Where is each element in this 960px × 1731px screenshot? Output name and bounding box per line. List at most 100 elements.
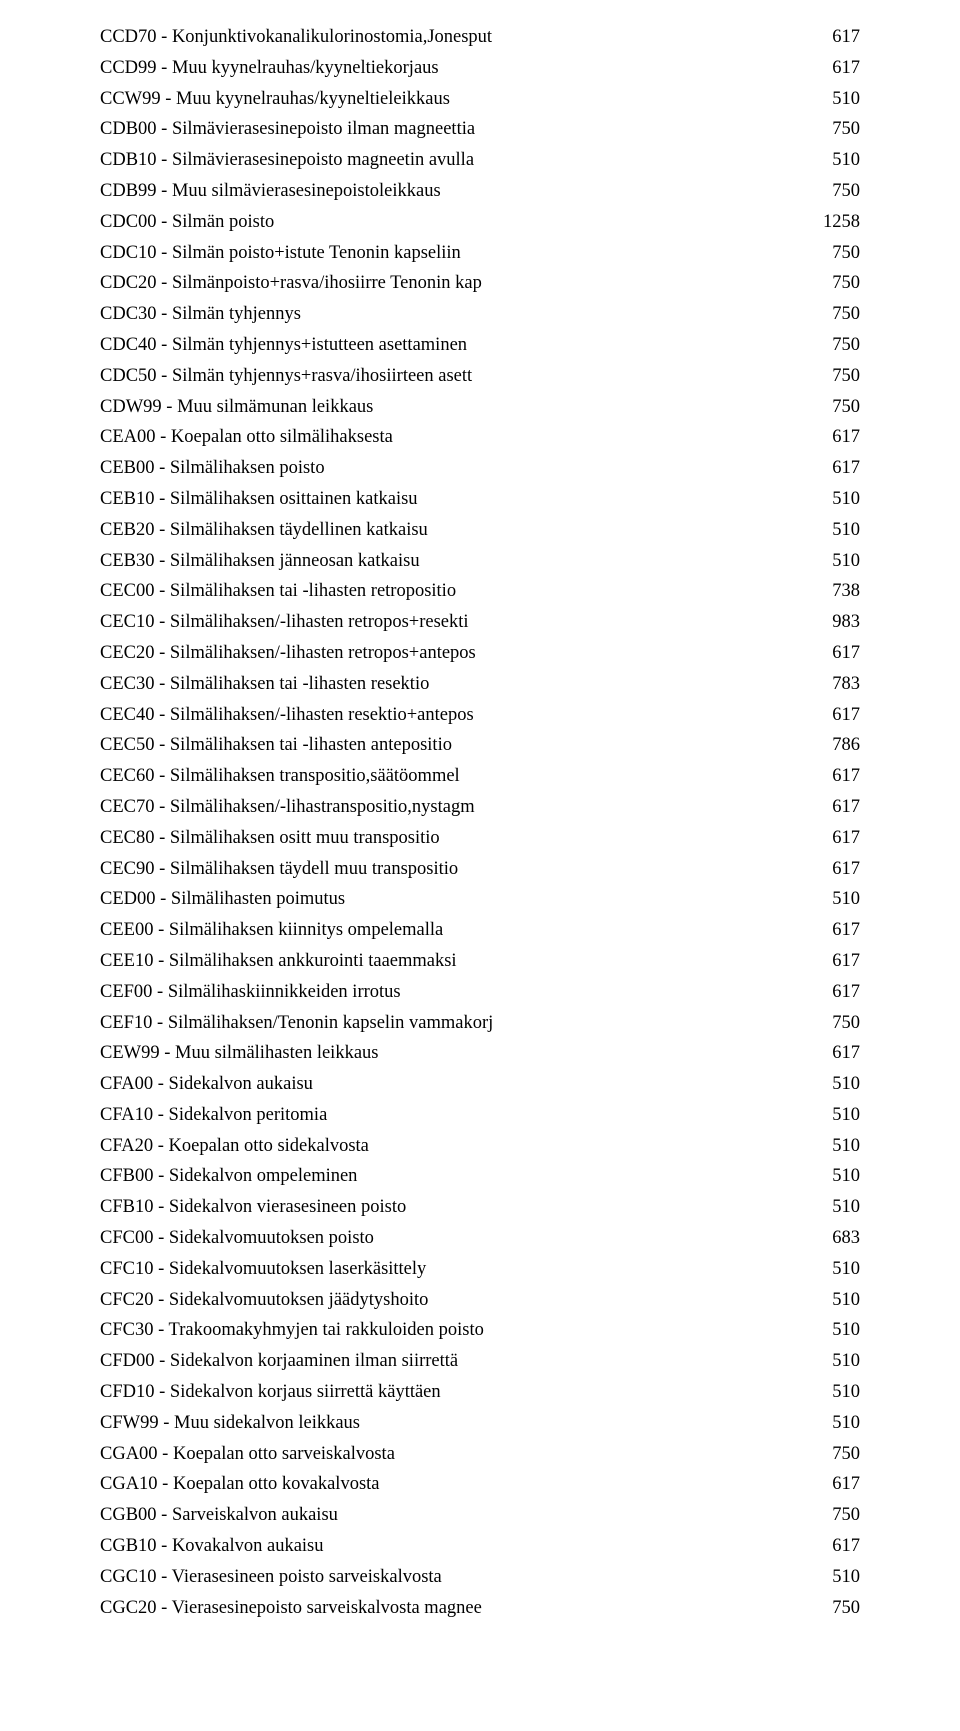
procedure-row: CGC20 - Vierasesinepoisto sarveiskalvost… (100, 1593, 860, 1624)
procedure-value: 617 (788, 453, 860, 484)
procedure-row: CDC00 - Silmän poisto1258 (100, 207, 860, 238)
procedure-label: CEC40 - Silmälihaksen/-lihasten resektio… (100, 700, 788, 731)
procedure-label: CED00 - Silmälihasten poimutus (100, 884, 788, 915)
procedure-label: CFC20 - Sidekalvomuutoksen jäädytyshoito (100, 1285, 788, 1316)
procedure-row: CEB10 - Silmälihaksen osittainen katkais… (100, 484, 860, 515)
procedure-row: CFW99 - Muu sidekalvon leikkaus510 (100, 1408, 860, 1439)
procedure-value: 617 (788, 823, 860, 854)
procedure-value: 510 (788, 1377, 860, 1408)
procedure-value: 617 (788, 915, 860, 946)
procedure-value: 738 (788, 576, 860, 607)
procedure-value: 510 (788, 1562, 860, 1593)
procedure-label: CDC30 - Silmän tyhjennys (100, 299, 788, 330)
procedure-value: 617 (788, 1038, 860, 1069)
procedure-value: 510 (788, 884, 860, 915)
procedure-row: CCW99 - Muu kyynelrauhas/kyyneltieleikka… (100, 84, 860, 115)
procedure-row: CFC20 - Sidekalvomuutoksen jäädytyshoito… (100, 1285, 860, 1316)
procedure-row: CEC90 - Silmälihaksen täydell muu transp… (100, 854, 860, 885)
procedure-label: CEC90 - Silmälihaksen täydell muu transp… (100, 854, 788, 885)
procedure-label: CFW99 - Muu sidekalvon leikkaus (100, 1408, 788, 1439)
procedure-value: 617 (788, 22, 860, 53)
procedure-value: 750 (788, 361, 860, 392)
procedure-row: CEB00 - Silmälihaksen poisto617 (100, 453, 860, 484)
procedure-row: CDC30 - Silmän tyhjennys750 (100, 299, 860, 330)
procedure-value: 510 (788, 1161, 860, 1192)
procedure-label: CEC30 - Silmälihaksen tai -lihasten rese… (100, 669, 788, 700)
procedure-value: 510 (788, 1131, 860, 1162)
procedure-row: CEC60 - Silmälihaksen transpositio,säätö… (100, 761, 860, 792)
procedure-value: 750 (788, 238, 860, 269)
procedure-label: CEW99 - Muu silmälihasten leikkaus (100, 1038, 788, 1069)
procedure-value: 617 (788, 422, 860, 453)
procedure-label: CCD99 - Muu kyynelrauhas/kyyneltiekorjau… (100, 53, 788, 84)
procedure-value: 510 (788, 515, 860, 546)
procedure-row: CEW99 - Muu silmälihasten leikkaus617 (100, 1038, 860, 1069)
procedure-row: CDW99 - Muu silmämunan leikkaus750 (100, 392, 860, 423)
procedure-row: CEC70 - Silmälihaksen/-lihastranspositio… (100, 792, 860, 823)
procedure-value: 510 (788, 1408, 860, 1439)
procedure-value: 510 (788, 546, 860, 577)
procedure-label: CEB20 - Silmälihaksen täydellinen katkai… (100, 515, 788, 546)
procedure-label: CEC00 - Silmälihaksen tai -lihasten retr… (100, 576, 788, 607)
procedure-value: 617 (788, 854, 860, 885)
procedure-value: 983 (788, 607, 860, 638)
procedure-row: CFB10 - Sidekalvon vierasesineen poisto5… (100, 1192, 860, 1223)
procedure-value: 510 (788, 1100, 860, 1131)
procedure-label: CFD10 - Sidekalvon korjaus siirrettä käy… (100, 1377, 788, 1408)
procedure-value: 750 (788, 1593, 860, 1624)
procedure-row: CDC50 - Silmän tyhjennys+rasva/ihosiirte… (100, 361, 860, 392)
procedure-value: 510 (788, 1285, 860, 1316)
procedure-row: CGB00 - Sarveiskalvon aukaisu750 (100, 1500, 860, 1531)
procedure-value: 617 (788, 792, 860, 823)
document-page: CCD70 - Konjunktivokanalikulorinostomia,… (0, 0, 960, 1663)
procedure-row: CDB10 - Silmävierasesinepoisto magneetin… (100, 145, 860, 176)
procedure-label: CDC00 - Silmän poisto (100, 207, 788, 238)
procedure-list: CCD70 - Konjunktivokanalikulorinostomia,… (100, 22, 860, 1623)
procedure-row: CEE00 - Silmälihaksen kiinnitys ompelema… (100, 915, 860, 946)
procedure-row: CFD00 - Sidekalvon korjaaminen ilman sii… (100, 1346, 860, 1377)
procedure-label: CEB00 - Silmälihaksen poisto (100, 453, 788, 484)
procedure-label: CFA10 - Sidekalvon peritomia (100, 1100, 788, 1131)
procedure-row: CEB30 - Silmälihaksen jänneosan katkaisu… (100, 546, 860, 577)
procedure-label: CEB30 - Silmälihaksen jänneosan katkaisu (100, 546, 788, 577)
procedure-row: CGC10 - Vierasesineen poisto sarveiskalv… (100, 1562, 860, 1593)
procedure-label: CEC60 - Silmälihaksen transpositio,säätö… (100, 761, 788, 792)
procedure-value: 617 (788, 977, 860, 1008)
procedure-label: CEC70 - Silmälihaksen/-lihastranspositio… (100, 792, 788, 823)
procedure-row: CEF10 - Silmälihaksen/Tenonin kapselin v… (100, 1008, 860, 1039)
procedure-label: CFB00 - Sidekalvon ompeleminen (100, 1161, 788, 1192)
procedure-label: CEE10 - Silmälihaksen ankkurointi taaemm… (100, 946, 788, 977)
procedure-value: 510 (788, 1315, 860, 1346)
procedure-label: CFC30 - Trakoomakyhmyjen tai rakkuloiden… (100, 1315, 788, 1346)
procedure-label: CEF00 - Silmälihaskiinnikkeiden irrotus (100, 977, 788, 1008)
procedure-row: CEC30 - Silmälihaksen tai -lihasten rese… (100, 669, 860, 700)
procedure-value: 750 (788, 299, 860, 330)
procedure-row: CFB00 - Sidekalvon ompeleminen510 (100, 1161, 860, 1192)
procedure-row: CEA00 - Koepalan otto silmälihaksesta617 (100, 422, 860, 453)
procedure-row: CGA00 - Koepalan otto sarveiskalvosta750 (100, 1439, 860, 1470)
procedure-row: CEC40 - Silmälihaksen/-lihasten resektio… (100, 700, 860, 731)
procedure-value: 510 (788, 484, 860, 515)
procedure-row: CFD10 - Sidekalvon korjaus siirrettä käy… (100, 1377, 860, 1408)
procedure-value: 750 (788, 268, 860, 299)
procedure-row: CFC30 - Trakoomakyhmyjen tai rakkuloiden… (100, 1315, 860, 1346)
procedure-row: CEC80 - Silmälihaksen ositt muu transpos… (100, 823, 860, 854)
procedure-row: CEF00 - Silmälihaskiinnikkeiden irrotus6… (100, 977, 860, 1008)
procedure-value: 510 (788, 1346, 860, 1377)
procedure-label: CEE00 - Silmälihaksen kiinnitys ompelema… (100, 915, 788, 946)
procedure-label: CEC20 - Silmälihaksen/-lihasten retropos… (100, 638, 788, 669)
procedure-label: CEB10 - Silmälihaksen osittainen katkais… (100, 484, 788, 515)
procedure-value: 750 (788, 392, 860, 423)
procedure-row: CDC40 - Silmän tyhjennys+istutteen asett… (100, 330, 860, 361)
procedure-row: CEC20 - Silmälihaksen/-lihasten retropos… (100, 638, 860, 669)
procedure-value: 617 (788, 761, 860, 792)
procedure-row: CEC00 - Silmälihaksen tai -lihasten retr… (100, 576, 860, 607)
procedure-value: 617 (788, 700, 860, 731)
procedure-value: 750 (788, 1439, 860, 1470)
procedure-value: 617 (788, 1469, 860, 1500)
procedure-label: CGB10 - Kovakalvon aukaisu (100, 1531, 788, 1562)
procedure-value: 510 (788, 1254, 860, 1285)
procedure-label: CGC20 - Vierasesinepoisto sarveiskalvost… (100, 1593, 788, 1624)
procedure-row: CED00 - Silmälihasten poimutus510 (100, 884, 860, 915)
procedure-row: CEB20 - Silmälihaksen täydellinen katkai… (100, 515, 860, 546)
